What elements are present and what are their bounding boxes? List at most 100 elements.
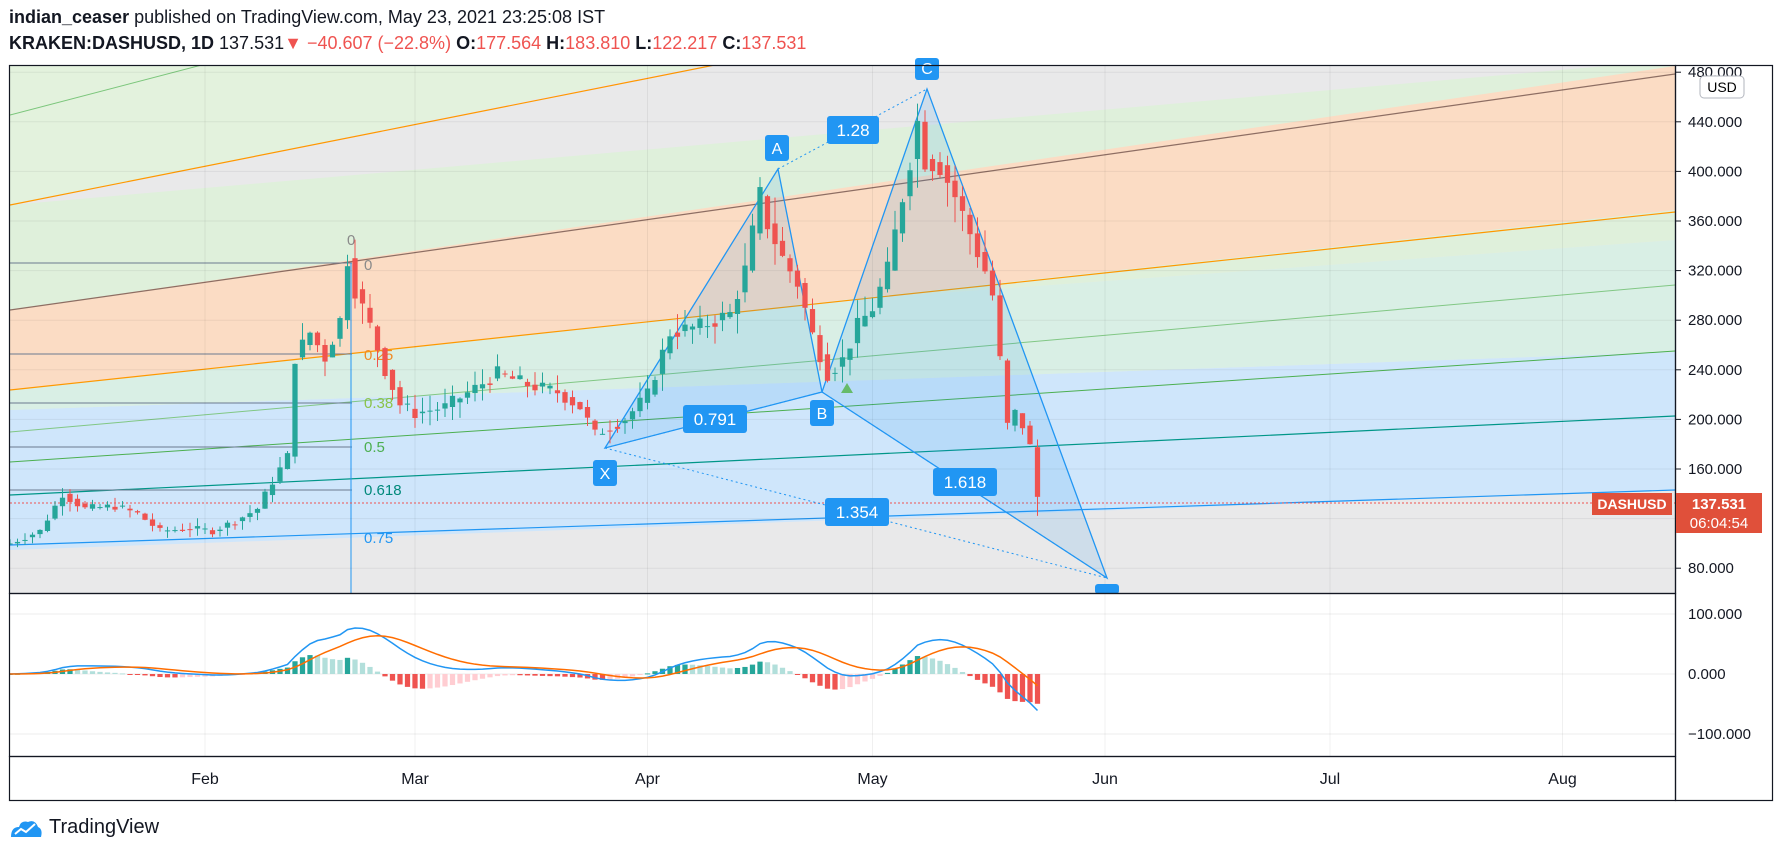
svg-text:1.618: 1.618: [944, 473, 987, 492]
candle: [817, 325, 823, 371]
candle-body: [89, 504, 96, 509]
macd-bar: [997, 674, 1003, 693]
macd-bar: [157, 674, 163, 678]
candle-body: [539, 382, 546, 387]
candle-body: [749, 225, 756, 271]
candle-body: [1034, 447, 1041, 497]
candle: [239, 516, 246, 530]
fib-label-0618: 0.618: [364, 482, 402, 499]
macd-bar: [952, 667, 958, 674]
macd-bar: [434, 674, 441, 688]
candle-body: [1012, 409, 1018, 426]
macd-bar: [374, 671, 381, 674]
macd-tick: −100.000: [1688, 726, 1751, 743]
candle: [959, 186, 966, 232]
macd-bar: [944, 664, 951, 674]
candle-body: [44, 520, 51, 531]
candle: [247, 505, 253, 523]
candle: [52, 500, 58, 521]
candle-body: [427, 410, 433, 412]
candle: [374, 324, 381, 368]
candle: [487, 377, 493, 393]
candle-body: [449, 395, 456, 407]
candle-body: [194, 526, 201, 529]
signal-line: [10, 635, 1038, 687]
currency-badge[interactable]: USD: [1699, 75, 1745, 99]
macd-axis[interactable]: 100.000 0.000 −100.000: [1688, 606, 1751, 743]
candle-body: [839, 357, 846, 367]
candle: [224, 520, 231, 536]
macd-bar: [1004, 674, 1011, 699]
candle: [322, 339, 328, 377]
time-tick: May: [857, 771, 887, 788]
candle-body: [352, 258, 358, 299]
candle-body: [157, 525, 163, 528]
candle: [314, 331, 321, 353]
ratio-line-xd: [604, 447, 1108, 579]
candle: [562, 389, 568, 411]
signal-up-icon: [841, 383, 853, 393]
time-axis[interactable]: Feb Mar Apr May Jun Jul Aug: [191, 771, 1577, 788]
macd-bar: [854, 674, 861, 685]
candle-body: [734, 299, 741, 314]
tradingview-watermark[interactable]: TradingView: [9, 816, 159, 839]
macd-bar: [959, 671, 966, 674]
price-tick: 320.000: [1688, 263, 1742, 280]
macd-bar: [907, 660, 913, 674]
candle-body: [322, 345, 328, 362]
macd-bar: [487, 674, 493, 678]
candle: [74, 494, 81, 512]
candle-body: [74, 498, 81, 507]
candle-body: [967, 214, 973, 235]
candle: [389, 369, 396, 400]
macd-bar: [839, 674, 846, 690]
candle: [599, 428, 606, 435]
candle-body: [97, 507, 103, 509]
candle: [742, 243, 748, 303]
candle: [547, 382, 553, 395]
candle: [427, 395, 433, 426]
macd-bar: [652, 671, 658, 674]
candle-body: [292, 363, 298, 457]
candle-body: [794, 270, 801, 287]
svg-text:0.791: 0.791: [694, 410, 737, 429]
candle: [989, 260, 996, 301]
candle: [367, 294, 373, 329]
candle: [614, 419, 621, 433]
candle-body: [547, 385, 553, 389]
candle: [464, 381, 471, 405]
candle: [862, 296, 868, 327]
candle: [697, 305, 703, 335]
candle: [37, 529, 43, 539]
macd-bar: [367, 666, 373, 674]
macd-bar: [149, 674, 156, 677]
candle: [869, 298, 876, 319]
candle: [194, 518, 201, 536]
candle-body: [239, 517, 246, 522]
macd-bar: [892, 668, 898, 674]
candle-body: [674, 332, 681, 337]
candle-body: [209, 530, 216, 535]
price-change: −40.607 (−22.8%): [306, 33, 452, 53]
svg-text:B: B: [817, 406, 828, 423]
svg-text:A: A: [772, 141, 783, 158]
close-value: 137.531: [741, 33, 807, 53]
candle-body: [22, 539, 28, 541]
macd-bar: [532, 674, 538, 676]
macd-bar: [779, 667, 786, 674]
candle-body: [892, 229, 898, 271]
candles: [10, 103, 1041, 548]
candle-body: [727, 312, 733, 318]
candle: [884, 247, 891, 293]
candle: [434, 401, 441, 421]
time-tick: Jul: [1320, 771, 1340, 788]
candle-body: [344, 266, 351, 321]
candle: [359, 281, 366, 324]
macd-bar: [344, 657, 351, 674]
macd-bar: [847, 674, 853, 688]
candle-body: [524, 381, 531, 387]
macd-bar: [862, 674, 868, 682]
open-label: O:: [456, 33, 477, 53]
candle-body: [119, 505, 126, 507]
